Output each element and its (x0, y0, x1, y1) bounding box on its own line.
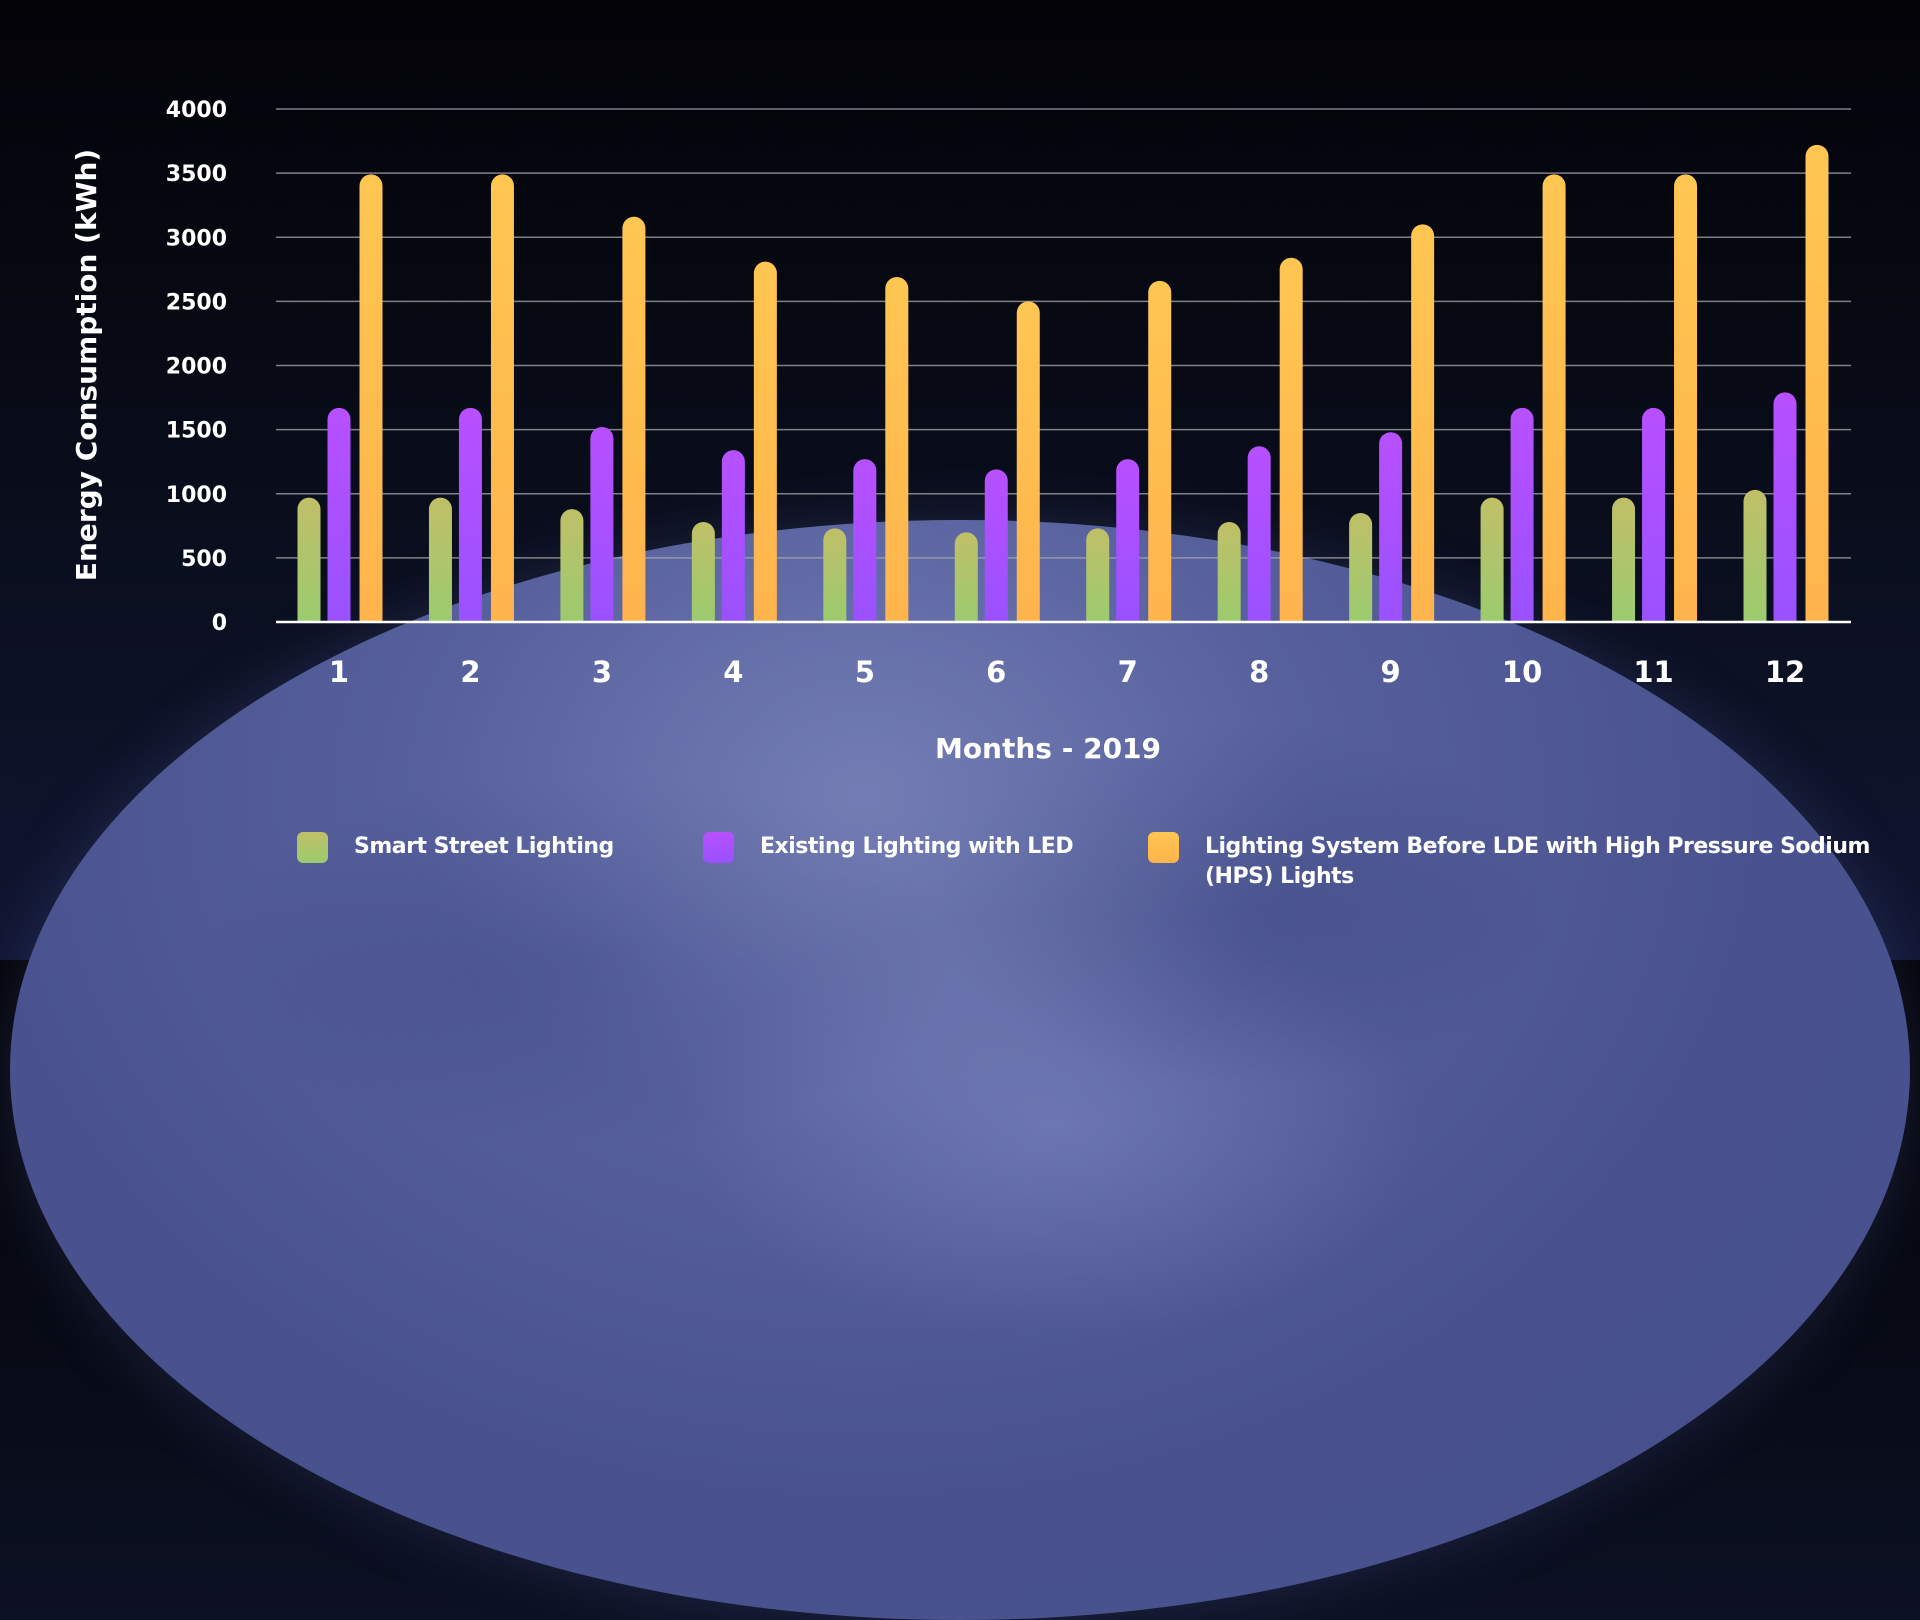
y-axis-title: Energy Consumption (kWh) (70, 149, 103, 581)
x-tick-label: 2 (460, 655, 480, 689)
legend-swatch-purple (703, 832, 734, 863)
y-tick-label: 1500 (166, 419, 227, 444)
x-tick-label: 6 (986, 655, 1006, 689)
x-tick-label: 5 (855, 655, 875, 689)
bar-led-month-4 (721, 450, 745, 622)
legend: Smart Street Lighting Existing Lighting … (0, 832, 1920, 912)
bar-smart-month-6 (954, 532, 978, 622)
legend-label-line-2: (HPS) Lights (1205, 864, 1354, 889)
bar-led-month-7 (1116, 459, 1140, 622)
bar-smart-month-5 (823, 528, 847, 622)
bars (297, 144, 1829, 623)
y-tick-label: 500 (181, 547, 227, 572)
legend-swatch-orange (1148, 832, 1179, 863)
bar-smart-month-7 (1086, 528, 1110, 622)
x-axis-title: Months - 2019 (935, 732, 1161, 765)
x-tick-label: 9 (1381, 655, 1401, 689)
legend-label: Existing Lighting with LED (760, 834, 1074, 859)
bar-hps-month-4 (753, 261, 777, 622)
y-tick-label: 2000 (166, 355, 227, 380)
bar-hps-month-5 (885, 277, 909, 622)
bar-hps-month-2 (490, 174, 514, 622)
bar-smart-month-3 (560, 509, 584, 622)
bar-led-month-10 (1510, 407, 1534, 622)
bar-hps-month-10 (1542, 174, 1566, 622)
x-tick-label: 12 (1765, 655, 1805, 689)
legend-swatch-green (297, 832, 328, 863)
bar-smart-month-12 (1743, 489, 1767, 622)
bar-led-month-5 (853, 459, 877, 622)
y-tick-label: 3500 (166, 162, 227, 187)
legend-label: Lighting System Before LDE with High Pre… (1205, 832, 1870, 892)
bar-hps-month-3 (622, 216, 646, 623)
bar-led-month-1 (327, 407, 351, 622)
bar-hps-month-7 (1148, 280, 1172, 622)
x-tick-label: 8 (1249, 655, 1269, 689)
y-tick-label: 2500 (166, 290, 227, 315)
legend-item-existing-led: Existing Lighting with LED (703, 832, 1074, 863)
bar-smart-month-4 (691, 521, 715, 622)
bar-hps-month-11 (1674, 174, 1698, 622)
bar-smart-month-10 (1480, 497, 1504, 622)
legend-item-smart-street-lighting: Smart Street Lighting (297, 832, 614, 863)
bar-led-month-2 (458, 407, 482, 622)
bar-smart-month-2 (428, 497, 452, 622)
x-tick-label: 1 (329, 655, 349, 689)
bar-led-month-8 (1247, 446, 1271, 622)
bar-hps-month-9 (1411, 224, 1435, 622)
bar-smart-month-11 (1612, 497, 1636, 622)
bar-hps-month-1 (359, 174, 383, 622)
x-tick-label: 11 (1633, 655, 1673, 689)
bar-smart-month-9 (1349, 512, 1373, 622)
bar-smart-month-1 (297, 497, 321, 622)
y-axis-ticks: 0 500 1000 1500 2000 2500 3000 3500 4000 (166, 98, 227, 636)
y-tick-label: 0 (212, 611, 227, 636)
x-tick-label: 10 (1502, 655, 1542, 689)
legend-label-line-1: Lighting System Before LDE with High Pre… (1205, 834, 1870, 859)
bar-hps-month-8 (1279, 257, 1303, 622)
bar-hps-month-6 (1016, 301, 1040, 622)
bar-led-month-9 (1379, 432, 1403, 622)
legend-label: Smart Street Lighting (354, 834, 614, 859)
legend-item-hps-lights: Lighting System Before LDE with High Pre… (1148, 832, 1870, 892)
bar-led-month-12 (1773, 392, 1797, 622)
bar-led-month-11 (1642, 407, 1666, 622)
x-tick-label: 4 (723, 655, 743, 689)
y-tick-label: 1000 (166, 483, 227, 508)
x-axis-ticks: 1 2 3 4 5 6 7 8 9 10 11 12 (329, 655, 1805, 689)
gridlines (276, 108, 1851, 559)
bar-led-month-3 (590, 427, 614, 622)
bar-smart-month-8 (1217, 521, 1241, 622)
bar-hps-month-12 (1805, 144, 1829, 622)
x-tick-label: 3 (592, 655, 612, 689)
y-tick-label: 3000 (166, 226, 227, 251)
x-tick-label: 7 (1118, 655, 1138, 689)
y-tick-label: 4000 (166, 98, 227, 123)
bar-led-month-6 (984, 469, 1008, 622)
